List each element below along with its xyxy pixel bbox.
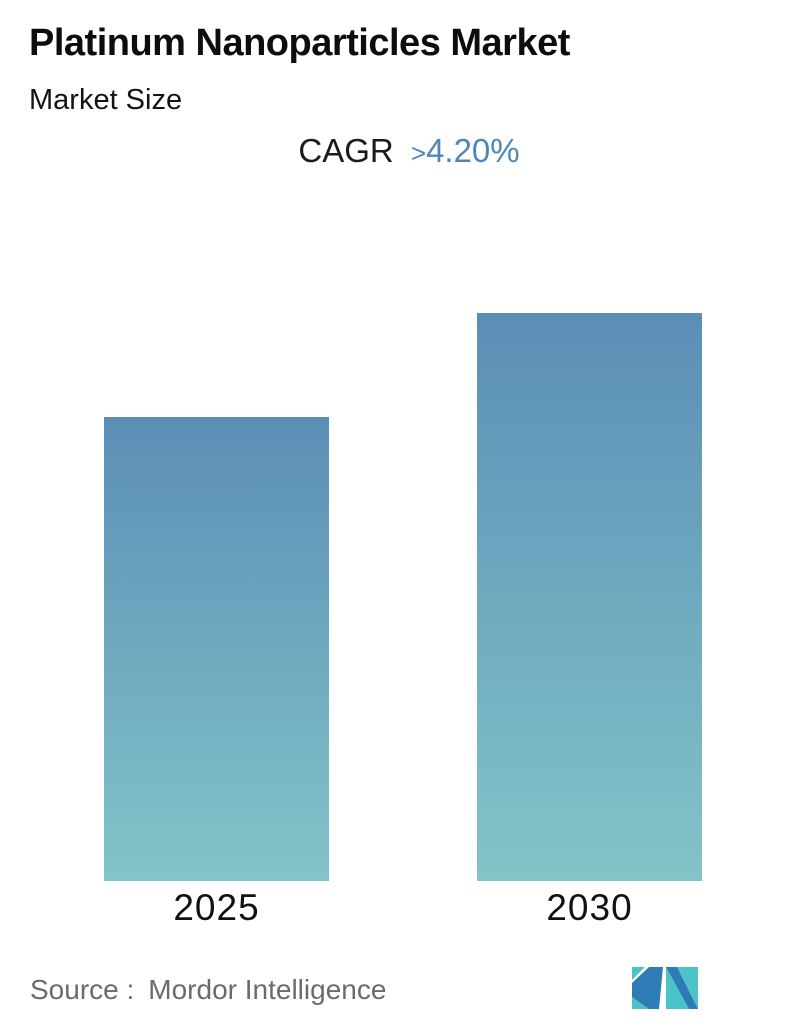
page-title: Platinum Nanoparticles Market bbox=[29, 22, 570, 64]
source-value: Mordor Intelligence bbox=[148, 974, 387, 1005]
logo-blue-left-stroke bbox=[632, 967, 663, 1009]
bar-label-2025: 2025 bbox=[173, 887, 260, 928]
cagr-annotation: CAGR >4.20% bbox=[22, 132, 796, 170]
cagr-label: CAGR bbox=[298, 132, 394, 169]
bar-label-2030: 2030 bbox=[546, 887, 633, 928]
source-attribution: Source : Mordor Intelligence bbox=[30, 974, 386, 1006]
cagr-value: 4.20% bbox=[426, 132, 520, 169]
bar-group-2025: 2025 bbox=[104, 417, 329, 931]
mordor-intelligence-logo-icon bbox=[632, 967, 698, 1009]
bar-chart: 2025 2030 bbox=[104, 313, 702, 931]
bar-2025 bbox=[104, 417, 329, 881]
logo-teal-top-left-triangle bbox=[632, 967, 645, 980]
bar-group-2030: 2030 bbox=[477, 313, 702, 931]
logo-blue-right-diagonal bbox=[666, 967, 698, 1009]
page-subtitle: Market Size bbox=[29, 84, 183, 116]
source-label: Source : bbox=[30, 974, 135, 1005]
cagr-greater-than-sign: > bbox=[410, 138, 427, 168]
bar-2030 bbox=[477, 313, 702, 881]
